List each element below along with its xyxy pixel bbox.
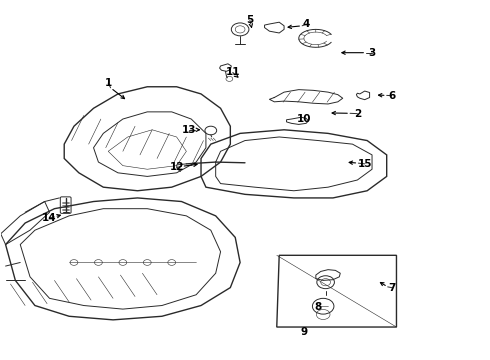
- Text: 12: 12: [170, 162, 184, 172]
- Text: 1: 1: [104, 78, 112, 88]
- Text: 9: 9: [300, 327, 307, 337]
- Text: 14: 14: [42, 213, 57, 222]
- Text: 6: 6: [388, 91, 395, 101]
- Text: 5: 5: [246, 15, 253, 26]
- Text: 13: 13: [182, 125, 196, 135]
- Text: 4: 4: [302, 19, 310, 29]
- Text: 15: 15: [358, 159, 372, 169]
- Text: 8: 8: [315, 302, 322, 312]
- Text: 7: 7: [388, 283, 395, 293]
- Text: 3: 3: [368, 48, 376, 58]
- Text: 11: 11: [225, 67, 240, 77]
- Text: 10: 10: [296, 114, 311, 124]
- Text: 2: 2: [354, 109, 361, 119]
